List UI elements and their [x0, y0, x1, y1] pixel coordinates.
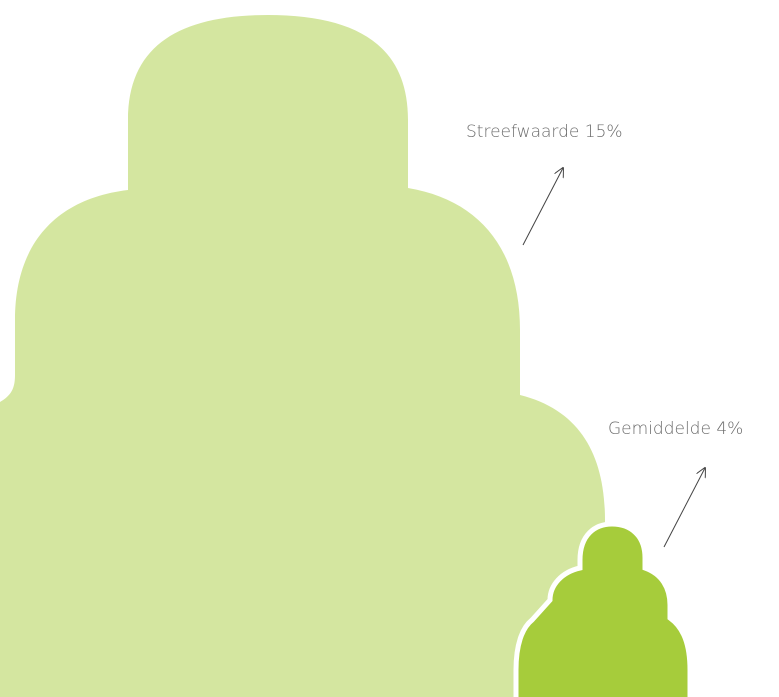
page: Streefwaarde 15% Gemiddelde 4% (() => { …	[0, 0, 779, 697]
arrow	[664, 468, 705, 547]
large-tree	[0, 15, 605, 697]
average-label: Gemiddelde 4%	[608, 419, 743, 439]
infographic: Streefwaarde 15% Gemiddelde 4%	[0, 0, 779, 697]
target-label: Streefwaarde 15%	[466, 122, 623, 142]
arrow	[523, 168, 563, 245]
